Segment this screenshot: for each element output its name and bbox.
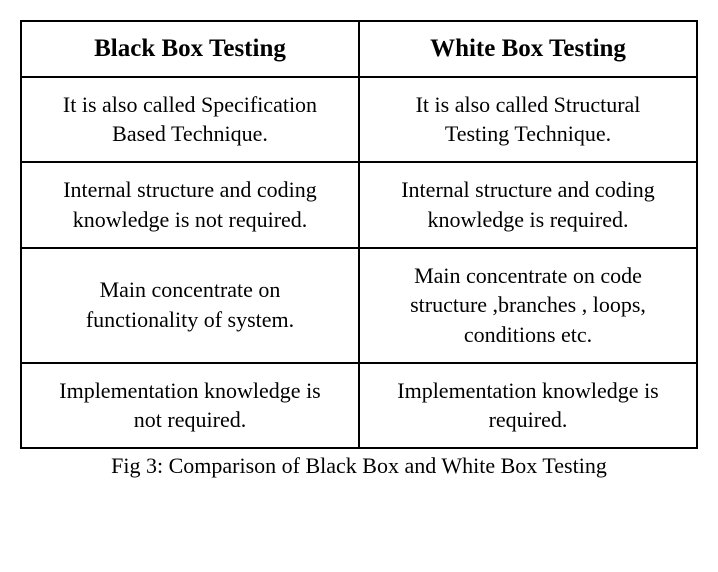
cell-white-box: It is also called Structural Testing Tec… — [359, 77, 697, 162]
table-header-row: Black Box Testing White Box Testing — [21, 21, 697, 77]
column-header-white-box: White Box Testing — [359, 21, 697, 77]
table-row: It is also called Specification Based Te… — [21, 77, 697, 162]
cell-white-box: Implementation knowledge is required. — [359, 363, 697, 448]
table-caption: Fig 3: Comparison of Black Box and White… — [20, 453, 698, 479]
table-row: Implementation knowledge is not required… — [21, 363, 697, 448]
cell-black-box: Implementation knowledge is not required… — [21, 363, 359, 448]
table-row: Main concentrate on functionality of sys… — [21, 248, 697, 363]
cell-black-box: Main concentrate on functionality of sys… — [21, 248, 359, 363]
comparison-table: Black Box Testing White Box Testing It i… — [20, 20, 698, 449]
cell-white-box: Main concentrate on code structure ,bran… — [359, 248, 697, 363]
cell-black-box: It is also called Specification Based Te… — [21, 77, 359, 162]
cell-black-box: Internal structure and coding knowledge … — [21, 162, 359, 247]
cell-white-box: Internal structure and coding knowledge … — [359, 162, 697, 247]
column-header-black-box: Black Box Testing — [21, 21, 359, 77]
table-row: Internal structure and coding knowledge … — [21, 162, 697, 247]
comparison-table-container: Black Box Testing White Box Testing It i… — [20, 20, 698, 479]
